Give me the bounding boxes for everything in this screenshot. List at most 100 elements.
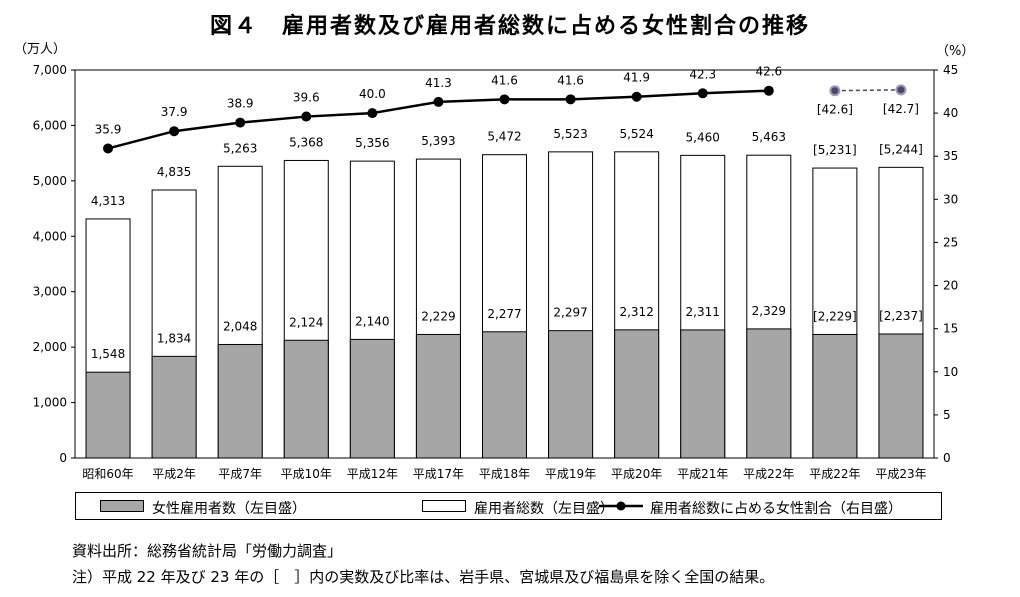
ratio-point-label: 40.0: [359, 87, 386, 101]
right-tick-label: 25: [943, 235, 958, 249]
left-tick-label: 6,000: [33, 118, 67, 132]
ratio-point-label: 38.9: [227, 97, 254, 111]
total-bar-label: 5,368: [289, 135, 323, 149]
x-tick-label: 平成20年: [611, 467, 662, 481]
right-tick-label: 5: [943, 408, 951, 422]
left-tick-label: 7,000: [33, 63, 67, 77]
female-bar: [878, 333, 924, 459]
ratio-point-label: 42.3: [689, 67, 716, 81]
right-tick-label: 10: [943, 365, 958, 379]
legend-label-female: 女性雇用者数（左目盛）: [152, 501, 306, 517]
total-bar-label: [5,231]: [813, 143, 857, 157]
ratio-point: [697, 88, 708, 99]
ratio-point: [169, 126, 180, 137]
right-tick-label: 35: [943, 149, 958, 163]
female-bar-label: [2,237]: [879, 309, 923, 323]
total-bar-label: 4,313: [91, 194, 125, 208]
ratio-point: [235, 117, 246, 128]
female-bar: [746, 328, 792, 459]
legend: 女性雇用者数（左目盛） 雇用者総数（左目盛） 雇用者総数に占める女性割合（右目盛…: [75, 492, 942, 520]
x-tick-label: 平成2年: [152, 467, 196, 481]
total-bar-label: 5,263: [223, 141, 257, 155]
total-bar-label: 5,523: [553, 127, 587, 141]
ratio-point: [895, 84, 907, 96]
ratio-point-label: 41.6: [491, 73, 518, 87]
x-tick-label: 昭和60年: [82, 467, 133, 481]
x-tick-label: 平成23年: [875, 467, 926, 481]
ratio-point: [763, 85, 774, 96]
female-bar-label: 1,548: [91, 347, 125, 361]
right-tick-label: 30: [943, 192, 958, 206]
x-tick-label: 平成10年: [281, 467, 332, 481]
legend-swatch-female: [100, 500, 144, 512]
ratio-point: [631, 91, 642, 102]
x-tick-label: 平成21年: [677, 467, 728, 481]
right-tick-label: 45: [943, 63, 958, 77]
female-bar: [217, 343, 263, 459]
left-tick-label: 4,000: [33, 229, 67, 243]
right-axis-unit: （%）: [936, 44, 975, 59]
left-tick-label: 0: [59, 451, 67, 465]
ratio-line-excluded: [834, 89, 901, 92]
female-bar: [482, 331, 527, 459]
ratio-point-label: 39.6: [293, 91, 320, 105]
female-bar: [151, 355, 197, 459]
female-bar: [548, 330, 594, 459]
female-bar-label: [2,229]: [813, 309, 857, 323]
left-tick-label: 5,000: [33, 174, 67, 188]
x-tick-label: 平成17年: [413, 467, 464, 481]
female-bar: [283, 339, 329, 459]
ratio-point-label: 42.6: [755, 65, 782, 79]
ratio-point-label: [42.7]: [883, 102, 919, 116]
right-tick-label: 40: [943, 106, 958, 120]
legend-label-total: 雇用者総数（左目盛）: [474, 501, 614, 517]
ratio-point: [367, 108, 378, 119]
total-bar-label: [5,244]: [879, 142, 923, 156]
ratio-point: [433, 96, 444, 107]
left-axis-unit: （万人）: [14, 42, 67, 57]
left-tick-label: 3,000: [33, 285, 67, 299]
x-tick-label: 平成18年: [479, 467, 530, 481]
female-bar-label: 2,329: [752, 304, 786, 318]
x-tick-label: 平成19年: [545, 467, 596, 481]
total-bar-label: 4,835: [157, 165, 191, 179]
ratio-point-label: 37.9: [161, 105, 188, 119]
ratio-point: [565, 94, 576, 105]
female-bar-label: 1,834: [157, 331, 191, 345]
ratio-point: [829, 85, 841, 97]
female-bar: [349, 338, 395, 459]
female-bar-label: 2,277: [487, 307, 521, 321]
ratio-point-label: 41.3: [425, 76, 452, 90]
female-bar: [680, 329, 726, 459]
x-tick-label: 平成22年: [743, 467, 794, 481]
female-bar: [415, 333, 461, 459]
ratio-point: [499, 94, 510, 105]
x-tick-label: 平成12年: [347, 467, 398, 481]
remark-note: 注）平成 22 年及び 23 年の［ ］内の実数及び比率は、岩手県、宮城県及び福…: [72, 568, 775, 586]
right-tick-label: 20: [943, 279, 958, 293]
x-tick-label: 平成22年: [809, 467, 860, 481]
ratio-point-label: 41.6: [557, 73, 584, 87]
female-bar: [812, 333, 858, 459]
female-bar-label: 2,297: [553, 306, 587, 320]
ratio-point-label: 35.9: [95, 122, 122, 136]
right-tick-label: 0: [943, 451, 951, 465]
ratio-point: [103, 143, 114, 154]
source-note: 資料出所：総務省統計局「労働力調査」: [72, 542, 343, 560]
female-bar-label: 2,229: [421, 309, 455, 323]
female-bar-label: 2,311: [686, 305, 720, 319]
left-tick-label: 1,000: [33, 396, 67, 410]
female-bar-label: 2,048: [223, 319, 257, 333]
chart-title: 図４ 雇用者数及び雇用者総数に占める女性割合の推移: [209, 14, 810, 39]
female-bar: [85, 371, 131, 459]
right-tick-label: 15: [943, 322, 958, 336]
ratio-point-label: 41.9: [623, 71, 650, 85]
left-tick-label: 2,000: [33, 340, 67, 354]
total-bar-label: 5,524: [619, 127, 653, 141]
female-bar-label: 2,140: [355, 314, 389, 328]
female-bar: [614, 329, 660, 459]
ratio-point-label: [42.6]: [817, 103, 853, 117]
legend-label-ratio: 雇用者総数に占める女性割合（右目盛）: [650, 501, 902, 517]
total-bar-label: 5,356: [355, 136, 389, 150]
